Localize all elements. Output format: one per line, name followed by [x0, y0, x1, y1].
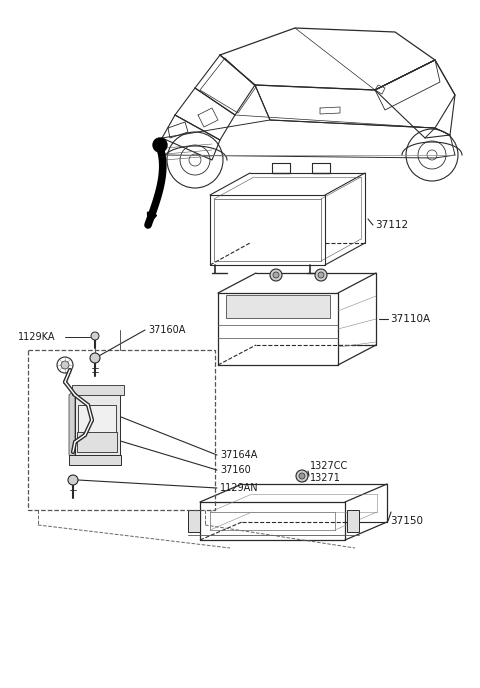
Text: 37150: 37150: [390, 516, 423, 526]
Circle shape: [90, 353, 100, 363]
Bar: [28, 350, 215, 510]
Bar: [72, 385, 124, 395]
Bar: [77, 432, 117, 452]
Circle shape: [91, 332, 99, 340]
Text: 1327CC: 1327CC: [310, 461, 348, 471]
Bar: [78, 405, 116, 433]
Circle shape: [153, 138, 167, 152]
Circle shape: [270, 269, 282, 281]
Circle shape: [318, 272, 324, 278]
Text: 1129KA: 1129KA: [18, 332, 56, 342]
Circle shape: [68, 475, 78, 485]
Circle shape: [296, 470, 308, 482]
Text: 37160A: 37160A: [148, 325, 185, 335]
Text: 37160: 37160: [220, 465, 251, 475]
Text: 37110A: 37110A: [390, 314, 430, 324]
Text: 13271: 13271: [310, 473, 341, 483]
Text: 1129AN: 1129AN: [220, 483, 259, 493]
Text: 37112: 37112: [375, 220, 408, 230]
Circle shape: [61, 361, 69, 369]
Bar: [226, 295, 330, 318]
Polygon shape: [69, 390, 75, 460]
Circle shape: [315, 269, 327, 281]
Polygon shape: [147, 212, 156, 225]
Bar: [188, 510, 200, 532]
Circle shape: [299, 473, 305, 479]
Text: 37164A: 37164A: [220, 450, 257, 460]
Circle shape: [273, 272, 279, 278]
Bar: [69, 455, 121, 465]
Bar: [347, 510, 359, 532]
Bar: [75, 390, 120, 460]
